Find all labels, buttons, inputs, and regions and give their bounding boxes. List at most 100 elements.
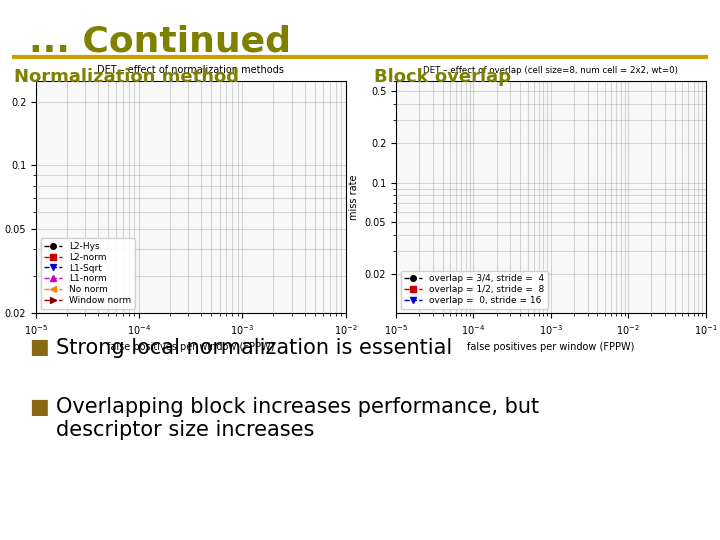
overlap = 1/2, stride =  8 xyxy=(498,49,507,55)
overlap = 1/2, stride =  8 xyxy=(573,49,582,55)
overlap =  0, stride = 16 xyxy=(562,49,571,55)
overlap =  0, stride = 16 xyxy=(531,49,539,55)
overlap =  0, stride = 16 xyxy=(680,49,688,55)
Y-axis label: miss rate: miss rate xyxy=(349,174,359,220)
overlap = 3/4, stride =  4 xyxy=(392,49,400,55)
overlap =  0, stride = 16 xyxy=(626,49,635,55)
overlap =  0, stride = 16 xyxy=(487,49,496,55)
overlap =  0, stride = 16 xyxy=(509,49,518,55)
overlap =  0, stride = 16 xyxy=(616,49,624,55)
Text: ■: ■ xyxy=(29,397,48,417)
overlap = 3/4, stride =  4 xyxy=(402,49,411,55)
overlap = 3/4, stride =  4 xyxy=(659,49,667,55)
overlap = 1/2, stride =  8 xyxy=(477,49,486,55)
Legend: overlap = 3/4, stride =  4, overlap = 1/2, stride =  8, overlap =  0, stride = 1: overlap = 3/4, stride = 4, overlap = 1/2… xyxy=(400,271,548,309)
overlap = 1/2, stride =  8 xyxy=(413,49,422,55)
overlap = 1/2, stride =  8 xyxy=(562,49,571,55)
overlap =  0, stride = 16 xyxy=(477,49,486,55)
Text: Block overlap: Block overlap xyxy=(374,68,511,85)
overlap = 3/4, stride =  4 xyxy=(573,49,582,55)
overlap = 1/2, stride =  8 xyxy=(616,49,624,55)
overlap = 3/4, stride =  4 xyxy=(606,49,614,55)
overlap = 1/2, stride =  8 xyxy=(606,49,614,55)
overlap = 1/2, stride =  8 xyxy=(690,49,699,55)
overlap =  0, stride = 16 xyxy=(445,49,454,55)
overlap =  0, stride = 16 xyxy=(434,49,443,55)
overlap =  0, stride = 16 xyxy=(413,49,422,55)
Text: ■: ■ xyxy=(29,338,48,357)
overlap = 1/2, stride =  8 xyxy=(487,49,496,55)
overlap =  0, stride = 16 xyxy=(541,49,550,55)
overlap =  0, stride = 16 xyxy=(637,49,646,55)
overlap = 1/2, stride =  8 xyxy=(595,49,603,55)
overlap = 3/4, stride =  4 xyxy=(690,49,699,55)
overlap = 3/4, stride =  4 xyxy=(467,49,475,55)
overlap = 1/2, stride =  8 xyxy=(531,49,539,55)
overlap =  0, stride = 16 xyxy=(670,49,678,55)
overlap = 3/4, stride =  4 xyxy=(701,49,710,55)
overlap =  0, stride = 16 xyxy=(606,49,614,55)
overlap = 3/4, stride =  4 xyxy=(595,49,603,55)
overlap = 3/4, stride =  4 xyxy=(498,49,507,55)
overlap = 3/4, stride =  4 xyxy=(552,49,560,55)
overlap = 3/4, stride =  4 xyxy=(680,49,688,55)
overlap =  0, stride = 16 xyxy=(648,49,657,55)
Text: Normalization method: Normalization method xyxy=(14,68,239,85)
overlap = 1/2, stride =  8 xyxy=(584,49,593,55)
overlap = 1/2, stride =  8 xyxy=(648,49,657,55)
overlap = 1/2, stride =  8 xyxy=(541,49,550,55)
Text: 18: 18 xyxy=(681,519,702,534)
overlap = 1/2, stride =  8 xyxy=(509,49,518,55)
overlap =  0, stride = 16 xyxy=(402,49,411,55)
overlap = 1/2, stride =  8 xyxy=(670,49,678,55)
overlap = 1/2, stride =  8 xyxy=(392,49,400,55)
Line: overlap = 1/2, stride =  8: overlap = 1/2, stride = 8 xyxy=(393,49,708,55)
Text: ... Continued: ... Continued xyxy=(29,24,291,58)
overlap = 1/2, stride =  8 xyxy=(520,49,528,55)
X-axis label: false positives per window (FPPW): false positives per window (FPPW) xyxy=(467,342,634,352)
overlap = 1/2, stride =  8 xyxy=(434,49,443,55)
overlap = 3/4, stride =  4 xyxy=(584,49,593,55)
overlap =  0, stride = 16 xyxy=(552,49,560,55)
overlap =  0, stride = 16 xyxy=(573,49,582,55)
overlap = 3/4, stride =  4 xyxy=(626,49,635,55)
Legend: L2-Hys, L2-norm, L1-Sqrt, L1-norm, No norm, Window norm: L2-Hys, L2-norm, L1-Sqrt, L1-norm, No no… xyxy=(40,239,135,309)
overlap =  0, stride = 16 xyxy=(456,49,464,55)
overlap = 3/4, stride =  4 xyxy=(413,49,422,55)
overlap = 3/4, stride =  4 xyxy=(423,49,432,55)
overlap = 3/4, stride =  4 xyxy=(477,49,486,55)
overlap = 1/2, stride =  8 xyxy=(637,49,646,55)
Title: DET – effect of normalization methods: DET – effect of normalization methods xyxy=(97,65,284,75)
overlap = 3/4, stride =  4 xyxy=(487,49,496,55)
overlap = 3/4, stride =  4 xyxy=(616,49,624,55)
overlap = 3/4, stride =  4 xyxy=(456,49,464,55)
Text: Strong local normalization is essential: Strong local normalization is essential xyxy=(56,338,452,357)
Line: overlap =  0, stride = 16: overlap = 0, stride = 16 xyxy=(393,49,708,55)
overlap = 3/4, stride =  4 xyxy=(531,49,539,55)
overlap = 3/4, stride =  4 xyxy=(520,49,528,55)
overlap = 1/2, stride =  8 xyxy=(680,49,688,55)
overlap = 3/4, stride =  4 xyxy=(434,49,443,55)
overlap = 3/4, stride =  4 xyxy=(541,49,550,55)
Text: Overlapping block increases performance, but
descriptor size increases: Overlapping block increases performance,… xyxy=(56,397,539,440)
overlap = 1/2, stride =  8 xyxy=(456,49,464,55)
overlap = 3/4, stride =  4 xyxy=(562,49,571,55)
overlap = 3/4, stride =  4 xyxy=(648,49,657,55)
overlap =  0, stride = 16 xyxy=(595,49,603,55)
overlap =  0, stride = 16 xyxy=(701,49,710,55)
overlap = 3/4, stride =  4 xyxy=(509,49,518,55)
overlap = 1/2, stride =  8 xyxy=(659,49,667,55)
overlap = 3/4, stride =  4 xyxy=(637,49,646,55)
overlap = 1/2, stride =  8 xyxy=(552,49,560,55)
overlap = 1/2, stride =  8 xyxy=(701,49,710,55)
overlap = 1/2, stride =  8 xyxy=(445,49,454,55)
Title: DET – effect of overlap (cell size=8, num cell = 2x2, wt=0): DET – effect of overlap (cell size=8, nu… xyxy=(423,66,678,75)
overlap =  0, stride = 16 xyxy=(659,49,667,55)
X-axis label: false positives per window (FPPW): false positives per window (FPPW) xyxy=(107,342,274,352)
overlap = 3/4, stride =  4 xyxy=(445,49,454,55)
overlap =  0, stride = 16 xyxy=(498,49,507,55)
overlap =  0, stride = 16 xyxy=(584,49,593,55)
overlap =  0, stride = 16 xyxy=(392,49,400,55)
overlap = 1/2, stride =  8 xyxy=(467,49,475,55)
overlap = 1/2, stride =  8 xyxy=(626,49,635,55)
